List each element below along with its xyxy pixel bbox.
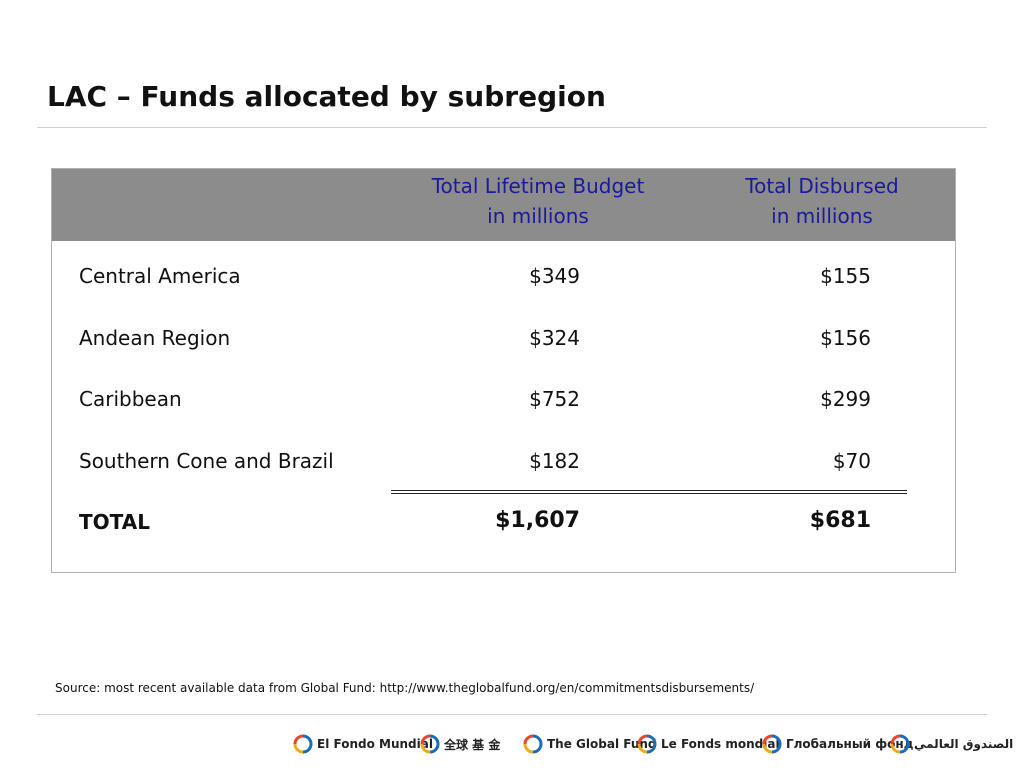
cell-value: $182 bbox=[529, 449, 580, 473]
row-label: Andean Region bbox=[79, 326, 231, 350]
column-header: Total Disbursed bbox=[745, 174, 899, 198]
total-rule bbox=[391, 490, 907, 494]
cell-value: $349 bbox=[529, 264, 580, 288]
logo-icon bbox=[523, 734, 543, 754]
footer-logo: El Fondo Mundial bbox=[293, 732, 433, 756]
logo-text: 全球 基 金 bbox=[444, 737, 501, 752]
footer-logo: Le Fonds mondial bbox=[637, 732, 780, 756]
cell-value: $299 bbox=[820, 387, 871, 411]
source-note: Source: most recent available data from … bbox=[55, 681, 755, 695]
cell-value: $155 bbox=[820, 264, 871, 288]
table-header bbox=[52, 169, 955, 241]
total-label: TOTAL bbox=[79, 510, 150, 534]
logo-icon bbox=[637, 734, 657, 754]
logo-text: Глобальный фонд bbox=[786, 737, 914, 751]
footer-logo: The Global Fund bbox=[523, 732, 657, 756]
row-label: Southern Cone and Brazil bbox=[79, 449, 334, 473]
footer-logo: 全球 基 金 bbox=[420, 732, 500, 756]
logo-icon bbox=[890, 734, 910, 754]
cell-value: $324 bbox=[529, 326, 580, 350]
logo-text: الصندوق العالمي bbox=[914, 737, 1014, 751]
column-header: Total Lifetime Budget bbox=[431, 174, 645, 198]
cell-value: $752 bbox=[529, 387, 580, 411]
table-frame bbox=[51, 168, 956, 573]
cell-value: $70 bbox=[832, 449, 871, 473]
footer-logo: الصندوق العالمي bbox=[890, 732, 1013, 756]
logo-icon bbox=[762, 734, 782, 754]
title-rule bbox=[37, 127, 987, 128]
total-value: $1,607 bbox=[495, 508, 580, 533]
column-header: in millions bbox=[487, 204, 589, 228]
row-label: Caribbean bbox=[79, 387, 182, 411]
total-value: $681 bbox=[809, 508, 871, 533]
slide-title: LAC – Funds allocated by subregion bbox=[47, 80, 606, 113]
footer-logo: Глобальный фонд bbox=[762, 732, 913, 756]
footer-rule bbox=[37, 714, 987, 715]
logo-text: Le Fonds mondial bbox=[661, 737, 780, 751]
row-label: Central America bbox=[79, 264, 241, 288]
column-header: in millions bbox=[771, 204, 873, 228]
logo-text: The Global Fund bbox=[547, 737, 657, 751]
logo-text: El Fondo Mundial bbox=[317, 737, 433, 751]
cell-value: $156 bbox=[820, 326, 871, 350]
logo-icon bbox=[420, 734, 440, 754]
logo-icon bbox=[293, 734, 313, 754]
